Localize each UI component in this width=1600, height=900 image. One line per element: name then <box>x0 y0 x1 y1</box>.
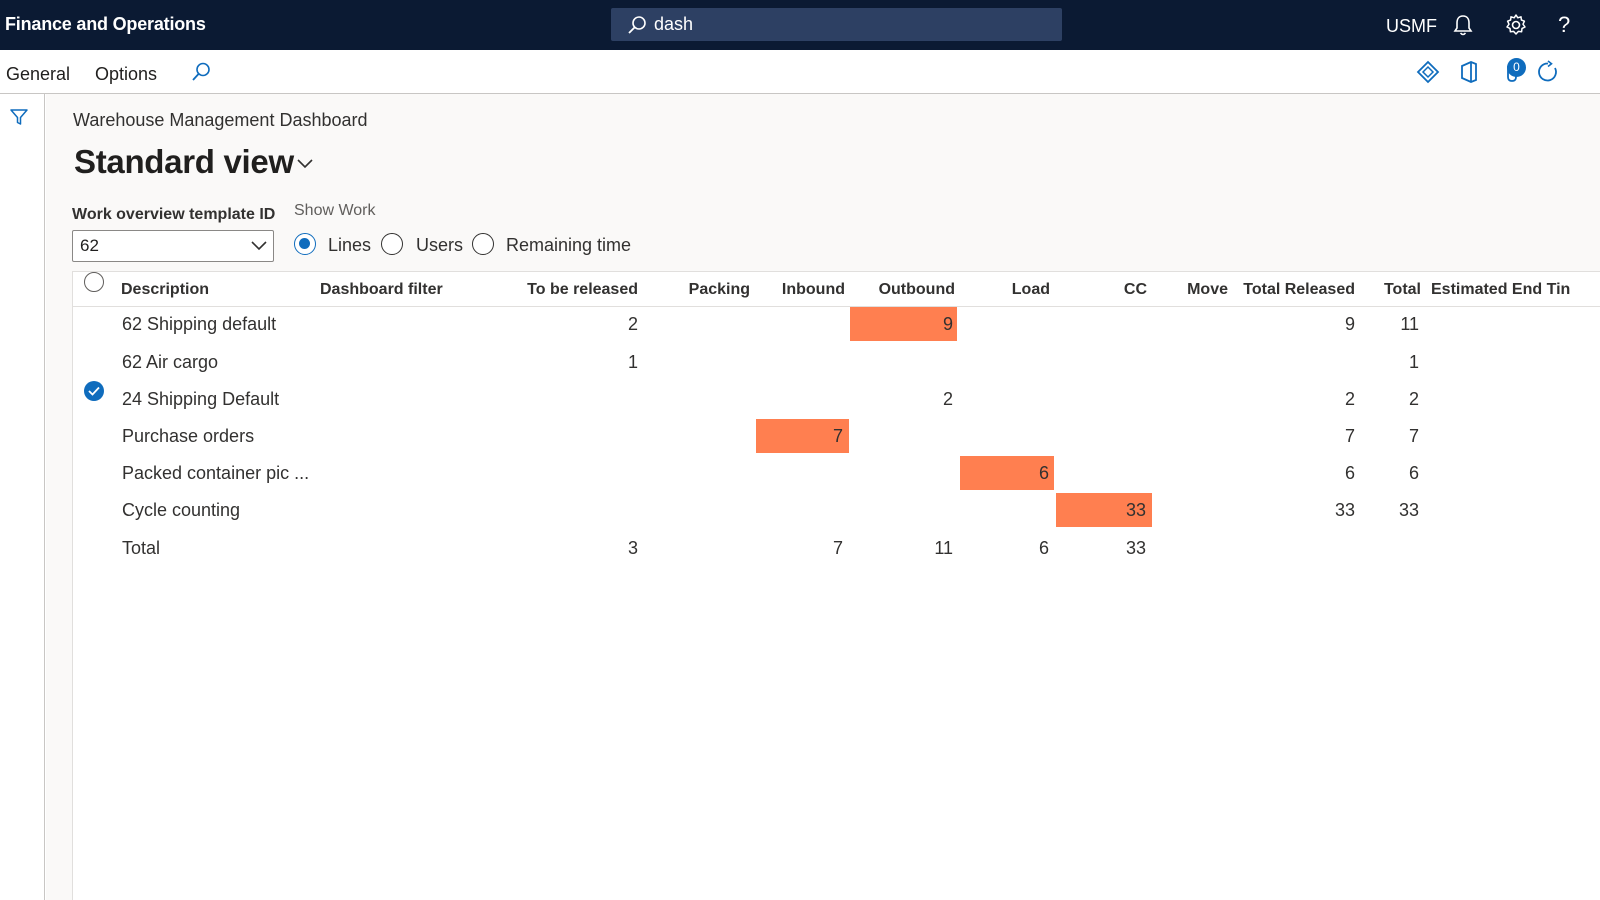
row-description[interactable]: Purchase orders <box>122 426 255 446</box>
col-outbound[interactable]: Outbound <box>878 281 955 298</box>
cell-total-released[interactable]: 7 <box>1344 426 1355 446</box>
left-rail <box>0 94 45 900</box>
radio-lines-label[interactable]: Lines <box>328 235 372 255</box>
template-id-label: Work overview template ID <box>72 206 276 223</box>
col-packing[interactable]: Packing <box>688 281 750 298</box>
cell-total-released[interactable]: 33 <box>1334 500 1355 520</box>
work-overview-grid <box>72 271 1600 900</box>
cell-total-released[interactable]: 2 <box>1344 389 1355 409</box>
search-input[interactable] <box>654 11 1044 38</box>
radio-remaining-time-label[interactable]: Remaining time <box>506 235 632 255</box>
global-search[interactable] <box>611 8 1062 41</box>
total-inbound: 7 <box>832 538 843 558</box>
cell-total[interactable]: 11 <box>1400 314 1419 334</box>
col-move[interactable]: Move <box>1187 281 1228 298</box>
cell-total[interactable]: 7 <box>1408 426 1419 446</box>
cell-total[interactable]: 1 <box>1408 352 1419 372</box>
app-title[interactable]: Finance and Operations <box>5 14 206 34</box>
cell-load-highlight[interactable]: 6 <box>960 456 1054 490</box>
select-all-checkbox[interactable] <box>84 272 104 292</box>
search-icon <box>628 16 646 34</box>
bell-icon[interactable] <box>1452 13 1474 37</box>
total-to-be-released: 3 <box>627 538 638 558</box>
office-icon[interactable] <box>1457 60 1481 84</box>
row-description[interactable]: Cycle counting <box>122 500 241 520</box>
cell-total-released[interactable]: 9 <box>1344 314 1355 334</box>
radio-users[interactable] <box>381 233 403 255</box>
total-load: 6 <box>1038 538 1049 558</box>
cell-total-released[interactable]: 6 <box>1344 463 1355 483</box>
refresh-icon[interactable] <box>1536 60 1560 84</box>
row-selected-checkbox[interactable] <box>84 381 104 401</box>
diamond-icon[interactable] <box>1416 60 1440 84</box>
filter-icon[interactable] <box>9 107 29 127</box>
help-icon[interactable]: ? <box>1558 12 1571 37</box>
row-description[interactable]: 62 Air cargo <box>122 352 219 372</box>
chevron-down-icon[interactable] <box>250 240 268 252</box>
tab-options[interactable]: Options <box>95 64 158 84</box>
header-divider <box>72 306 1600 307</box>
row-description[interactable]: 62 Shipping default <box>122 314 277 334</box>
col-estimated-end-time[interactable]: Estimated End Tin <box>1431 281 1571 298</box>
show-work-label: Show Work <box>294 202 376 219</box>
radio-users-label[interactable]: Users <box>416 235 464 255</box>
company-picker[interactable]: USMF <box>1386 16 1437 36</box>
col-description[interactable]: Description <box>121 281 210 298</box>
template-id-value: 62 <box>80 236 99 255</box>
cell-total[interactable]: 6 <box>1408 463 1419 483</box>
row-description[interactable]: Packed container pic ... <box>122 463 310 483</box>
col-total-released[interactable]: Total Released <box>1243 281 1355 298</box>
attachment-icon[interactable] <box>1500 60 1524 84</box>
page-title[interactable]: Standard view <box>74 143 294 180</box>
checkmark-icon <box>88 386 100 396</box>
total-cc: 33 <box>1125 538 1146 558</box>
top-bar: Finance and Operations USMF ? <box>0 0 1600 50</box>
cell-total[interactable]: 2 <box>1408 389 1419 409</box>
col-cc[interactable]: CC <box>1123 281 1147 298</box>
gear-icon[interactable] <box>1504 13 1528 37</box>
cell-outbound[interactable]: 2 <box>942 389 953 409</box>
col-total[interactable]: Total <box>1383 281 1421 298</box>
cell-to-be-released[interactable]: 1 <box>627 352 638 372</box>
search-icon[interactable] <box>190 61 212 83</box>
radio-remaining-time[interactable] <box>472 233 494 255</box>
tab-general[interactable]: General <box>6 64 71 84</box>
cell-total[interactable]: 33 <box>1398 500 1419 520</box>
attachments-count-badge: 0 <box>1507 58 1526 77</box>
col-to-be-released[interactable]: To be released <box>527 281 638 298</box>
col-load[interactable]: Load <box>1011 281 1050 298</box>
chevron-down-icon[interactable] <box>296 158 314 170</box>
radio-lines[interactable] <box>294 233 316 255</box>
template-id-combobox[interactable]: 62 <box>72 230 274 262</box>
total-outbound: 11 <box>934 538 953 558</box>
col-inbound[interactable]: Inbound <box>781 281 845 298</box>
breadcrumb: Warehouse Management Dashboard <box>73 110 368 130</box>
col-dashboard-filter[interactable]: Dashboard filter <box>320 281 443 298</box>
cell-outbound-highlight[interactable]: 9 <box>850 307 957 341</box>
action-bar: General Options <box>0 50 1600 94</box>
cell-inbound-highlight[interactable]: 7 <box>756 419 849 453</box>
row-description[interactable]: 24 Shipping Default <box>122 389 280 409</box>
cell-cc-highlight[interactable]: 33 <box>1056 493 1152 527</box>
totals-label: Total <box>122 538 161 558</box>
cell-to-be-released[interactable]: 2 <box>627 314 638 334</box>
